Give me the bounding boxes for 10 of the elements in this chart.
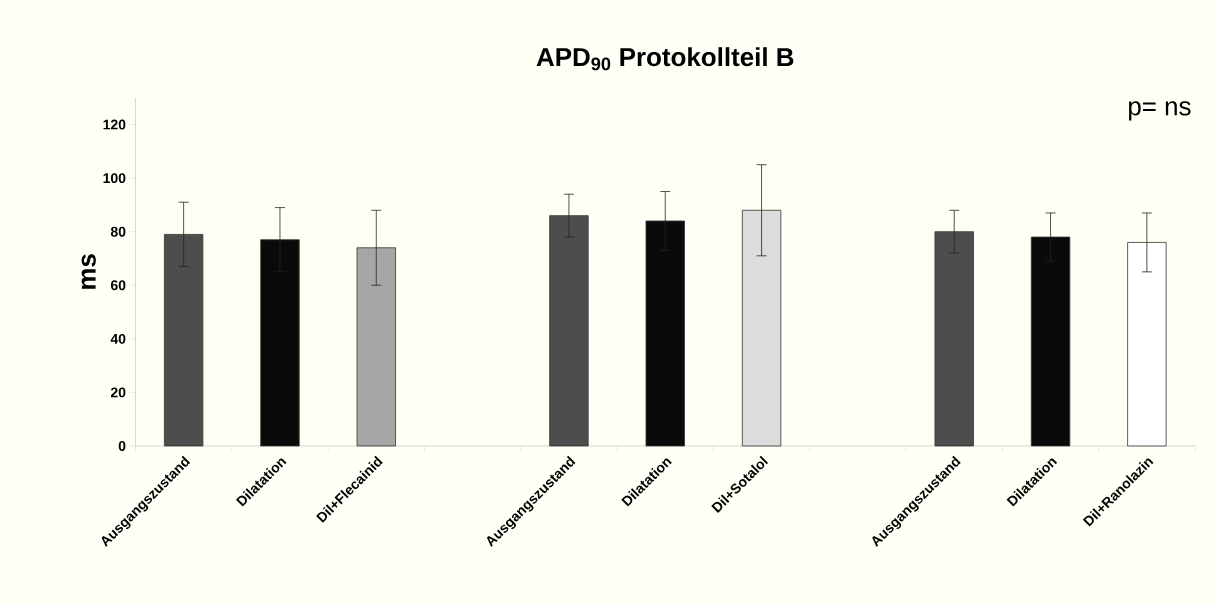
annotation: p= ns bbox=[1129, 101, 1191, 121]
y-tick-label: 80 bbox=[110, 226, 126, 237]
y-tick-label: 20 bbox=[110, 387, 126, 398]
y-tick-label: 0 bbox=[118, 441, 126, 452]
y-tick-label: 100 bbox=[103, 173, 126, 184]
y-tick-label: 60 bbox=[110, 280, 126, 291]
y-axis-title: ms bbox=[81, 254, 96, 290]
y-tick-label: 120 bbox=[103, 119, 126, 130]
chart-title: APD$_{90}$ Protokollteil B bbox=[536, 47, 794, 71]
y-tick-label: 40 bbox=[110, 334, 126, 344]
